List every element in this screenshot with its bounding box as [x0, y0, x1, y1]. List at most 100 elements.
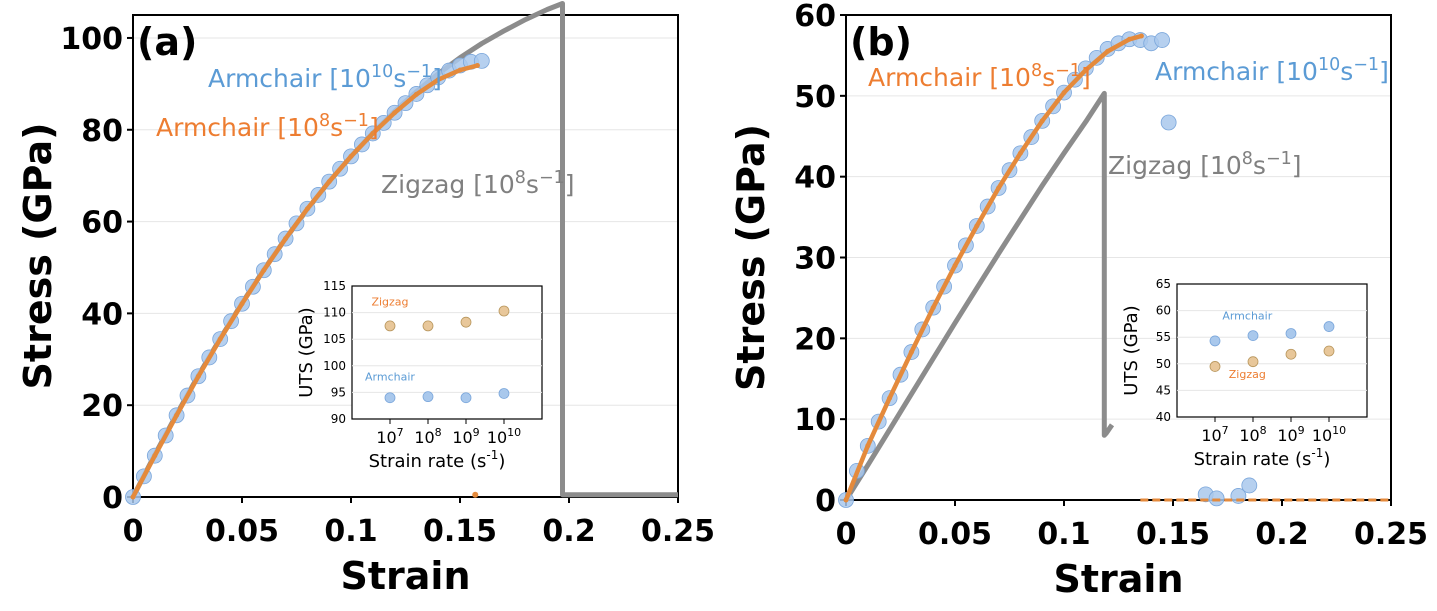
armchair-low-point	[1126, 36, 1132, 42]
armchair-low-point	[435, 77, 441, 83]
x-tick-label: 0.1	[1037, 517, 1090, 552]
armchair-low-point	[261, 267, 267, 273]
inset-armchair-point	[1323, 321, 1335, 332]
inset-zigzag-point	[1247, 356, 1259, 368]
armchair-low-point	[843, 497, 849, 503]
inset-armchair-point	[1247, 330, 1259, 342]
inset-y-tick-label: 110	[323, 306, 346, 320]
y-tick-label: 40	[81, 297, 123, 332]
armchair-low-point	[283, 236, 289, 242]
armchair-low-point	[195, 373, 201, 379]
inset-series-label: Zigzag	[371, 296, 408, 309]
armchair-low-point	[1061, 90, 1067, 96]
zigzag-line	[843, 90, 1115, 502]
inset-armchair-point	[384, 392, 396, 404]
inset-x-tick-label: 1010	[1312, 424, 1346, 445]
y-tick-label: 60	[81, 206, 123, 241]
x-tick-label: 0.25	[1354, 517, 1428, 552]
series-annotation: Armchair [1010s−1]	[208, 62, 442, 93]
armchair-low-point	[474, 62, 480, 68]
series-annotation: Armchair [108s−1]	[868, 61, 1091, 92]
x-axis-label: Strain	[1054, 557, 1184, 601]
inset-y-tick-label: 60	[1156, 304, 1171, 318]
inset-y-tick-label: 100	[323, 359, 346, 373]
x-tick-label: 0.05	[205, 514, 279, 549]
armchair-low-point	[1039, 118, 1045, 124]
x-tick-label: 0.15	[423, 514, 497, 549]
inset-y-tick-label: 50	[1156, 357, 1171, 371]
inset-y-tick-label: 55	[1156, 330, 1171, 344]
inset-y-tick-label: 115	[323, 279, 346, 293]
armchair-low-point	[1083, 67, 1089, 73]
y-tick-label: 20	[794, 322, 836, 357]
inset-frame	[351, 285, 543, 420]
inset-armchair-point	[422, 391, 434, 403]
armchair-low-point	[152, 453, 158, 459]
inset-zigzag-point	[1209, 361, 1221, 372]
inset-zigzag-point	[384, 320, 396, 332]
inset-zigzag-point	[498, 305, 510, 317]
series-annotation: Armchair [108s−1]	[156, 111, 379, 142]
armchair-low-point	[1105, 48, 1111, 54]
panel-b: 0 10 20 30 40 50 60 0 0.05 0.1 0.15 0.2 0.25 Strain St…	[729, 0, 1428, 601]
inset-y-tick-label: 65	[1156, 277, 1171, 291]
inset-y-tick-label: 40	[1156, 410, 1171, 424]
armchair-low-point	[472, 491, 479, 498]
armchair-low-point	[370, 130, 376, 136]
inset-x-axis-label: Strain rate (s-1)	[369, 448, 506, 472]
y-tick-label: 0	[102, 481, 123, 516]
y-tick-label: 60	[794, 0, 836, 34]
inset-zigzag-point	[1323, 345, 1335, 357]
inset-y-axis-label: UTS (GPa)	[1121, 305, 1142, 395]
armchair-high-point	[1154, 32, 1170, 48]
armchair-low-point	[348, 153, 354, 159]
armchair-low-point	[174, 412, 180, 418]
y-axis-label: Stress (GPa)	[729, 124, 773, 391]
inset-armchair-point	[460, 392, 472, 404]
x-tick-label: 0	[123, 514, 144, 549]
inset-y-tick-label: 95	[331, 385, 346, 399]
inset-x-tick-label: 109	[1277, 424, 1304, 445]
armchair-low-point	[952, 263, 958, 269]
x-tick-label: 0.1	[324, 514, 377, 549]
armchair-low-point	[974, 223, 980, 229]
y-tick-label: 10	[794, 403, 836, 438]
inset-series-label: Armchair	[365, 371, 415, 384]
series-annotation: Zigzag [108s−1]	[381, 168, 575, 199]
inset-x-axis-label: Strain rate (s-1)	[1194, 446, 1331, 470]
inset-series-label: Armchair	[1222, 310, 1272, 323]
x-tick-label: 0	[836, 517, 857, 552]
y-tick-label: 50	[794, 80, 836, 115]
series-annotation: Armchair [1010s−1]	[1155, 55, 1389, 86]
armchair-low-point	[392, 110, 398, 116]
armchair-low-point	[1138, 33, 1144, 39]
x-tick-label: 0.2	[542, 514, 595, 549]
inset-zigzag-point	[460, 316, 472, 328]
armchair-high-point	[1241, 477, 1258, 494]
inset-y-tick-label: 45	[1156, 383, 1171, 397]
armchair-low-point	[908, 349, 914, 355]
armchair-low-point	[930, 305, 936, 311]
armchair-low-point	[887, 395, 893, 401]
y-tick-label: 20	[81, 389, 123, 424]
x-axis-label: Strain	[341, 554, 471, 598]
armchair-low-point	[413, 91, 419, 97]
panel-label: (b)	[850, 20, 912, 64]
inset-x-tick-label: 109	[452, 426, 479, 447]
inset-frame	[1176, 283, 1368, 418]
panel-a: 0 20 40 60 80 100 0 0.05 0.1 0.15 0.2 0.25 Strain Str…	[16, 1, 715, 598]
panel-label: (a)	[137, 20, 197, 64]
armchair-high-point	[1208, 490, 1225, 507]
inset-y-axis-label: UTS (GPa)	[296, 307, 317, 397]
y-tick-label: 100	[60, 22, 123, 57]
armchair-high-point	[1160, 114, 1177, 131]
inset-armchair-point	[1209, 335, 1221, 347]
y-tick-label: 30	[794, 242, 836, 277]
inset-zigzag-point	[1285, 348, 1297, 360]
armchair-low-point	[996, 185, 1002, 191]
y-tick-label: 80	[81, 114, 123, 149]
x-tick-label: 0.25	[641, 514, 715, 549]
inset-armchair-point	[498, 388, 510, 399]
armchair-low-point	[326, 179, 332, 185]
